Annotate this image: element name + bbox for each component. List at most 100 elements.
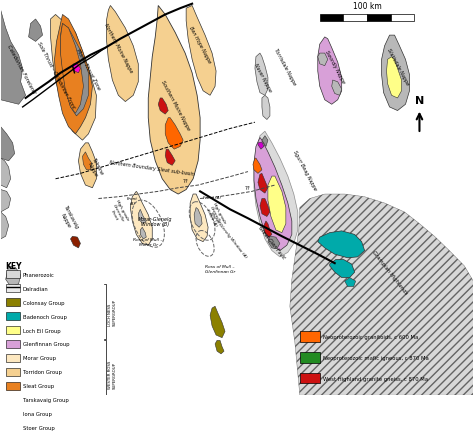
Polygon shape <box>28 20 43 42</box>
Text: Morar-Glenelg Window (A): Morar-Glenelg Window (A) <box>209 211 247 259</box>
Text: Tarskavaig
Nappe: Tarskavaig Nappe <box>57 205 80 233</box>
Text: Neoproterozoic granitoids, c 600 Ma: Neoproterozoic granitoids, c 600 Ma <box>323 335 418 339</box>
Bar <box>6 340 19 348</box>
Text: LOCH NESS
SUPERGROUP: LOCH NESS SUPERGROUP <box>109 298 117 325</box>
Text: Ross of Mull –
Glenfinnan Gr: Ross of Mull – Glenfinnan Gr <box>205 265 235 273</box>
Polygon shape <box>138 210 146 224</box>
Polygon shape <box>148 7 200 194</box>
Polygon shape <box>0 212 9 240</box>
Polygon shape <box>79 144 96 188</box>
Text: High-grade
Grenville
Front (A): High-grade Grenville Front (A) <box>203 201 227 229</box>
Polygon shape <box>258 143 264 150</box>
Polygon shape <box>73 65 81 74</box>
Polygon shape <box>165 150 175 166</box>
Text: Badenoch Group: Badenoch Group <box>23 314 66 319</box>
Text: Northern Moine Nappe: Northern Moine Nappe <box>103 23 134 74</box>
Bar <box>6 354 19 362</box>
Polygon shape <box>51 15 96 141</box>
Text: WESTER ROSS
SUPERGROUP: WESTER ROSS SUPERGROUP <box>109 360 117 389</box>
Bar <box>300 332 320 343</box>
Polygon shape <box>0 11 26 105</box>
Polygon shape <box>55 15 92 134</box>
Polygon shape <box>318 231 365 258</box>
Polygon shape <box>262 136 268 147</box>
Polygon shape <box>165 118 183 150</box>
Text: Loch Eil Group: Loch Eil Group <box>23 328 60 333</box>
Bar <box>6 382 19 390</box>
Text: Caledonian Foreland: Caledonian Foreland <box>6 44 36 94</box>
Polygon shape <box>268 237 280 249</box>
Polygon shape <box>387 57 401 99</box>
Text: Sole Thrust – Caledonian Front: Sole Thrust – Caledonian Front <box>36 41 75 110</box>
Text: Dalradian: Dalradian <box>23 286 48 291</box>
Bar <box>300 352 320 363</box>
Text: ??: ?? <box>245 186 251 191</box>
Text: Northern Boundary Sleat sub-basin: Northern Boundary Sleat sub-basin <box>109 159 195 176</box>
Text: Morar-Glenelg
Window (B): Morar-Glenelg Window (B) <box>138 216 173 227</box>
Text: Ross of Mull –
Morar Gr: Ross of Mull – Morar Gr <box>134 238 163 246</box>
Polygon shape <box>215 341 224 354</box>
Bar <box>6 312 19 321</box>
Bar <box>6 410 19 418</box>
Polygon shape <box>140 228 146 240</box>
Bar <box>6 326 19 334</box>
Text: Grampian Highlands: Grampian Highlands <box>371 250 408 295</box>
Polygon shape <box>190 194 208 242</box>
Polygon shape <box>382 36 410 111</box>
Polygon shape <box>6 266 21 287</box>
Polygon shape <box>268 177 286 233</box>
Text: Moine Thrust Zone: Moine Thrust Zone <box>75 48 101 91</box>
Text: Swordly Nappe: Swordly Nappe <box>324 49 346 84</box>
Text: Tarskavaig Group: Tarskavaig Group <box>23 397 68 402</box>
Polygon shape <box>61 25 89 117</box>
Bar <box>391 14 414 22</box>
Polygon shape <box>290 194 474 395</box>
Text: Stoer Group: Stoer Group <box>23 425 55 430</box>
Text: Torridon Group: Torridon Group <box>23 370 62 374</box>
Bar <box>6 368 19 376</box>
Text: Neoproterozoic mafic igneous, c 870 Ma: Neoproterozoic mafic igneous, c 870 Ma <box>323 355 428 360</box>
Text: Morar Group: Morar Group <box>23 356 55 360</box>
Polygon shape <box>332 81 342 96</box>
Polygon shape <box>61 25 83 114</box>
Text: Naver Nappe: Naver Nappe <box>253 63 273 93</box>
Text: West Highland granite gneiss, c 870 Ma: West Highland granite gneiss, c 870 Ma <box>323 376 428 381</box>
Text: Great Glen Fault: Great Glen Fault <box>257 225 286 259</box>
Text: Colonsay Group: Colonsay Group <box>23 300 64 305</box>
Polygon shape <box>130 192 152 246</box>
Text: Torrisdale Nappe: Torrisdale Nappe <box>273 47 297 86</box>
Bar <box>6 299 19 307</box>
Text: 100 km: 100 km <box>353 2 382 11</box>
Polygon shape <box>194 208 202 228</box>
Text: Front
(B): Front (B) <box>127 197 138 205</box>
Bar <box>6 396 19 404</box>
Polygon shape <box>318 38 342 105</box>
Text: Iona: Iona <box>7 273 18 278</box>
Polygon shape <box>71 237 81 248</box>
Polygon shape <box>258 174 268 194</box>
Text: Front (A): Front (A) <box>203 195 221 199</box>
Bar <box>344 14 367 22</box>
Polygon shape <box>254 138 292 251</box>
Text: Iona Group: Iona Group <box>23 411 52 416</box>
Text: KEY: KEY <box>6 262 22 271</box>
Polygon shape <box>255 54 268 96</box>
Bar <box>320 14 344 22</box>
Polygon shape <box>318 54 328 67</box>
Polygon shape <box>158 99 168 115</box>
Text: Slatisdale Nappe: Slatisdale Nappe <box>386 47 410 86</box>
Polygon shape <box>253 159 262 174</box>
Text: N: N <box>415 96 424 106</box>
Polygon shape <box>262 96 270 120</box>
Text: Phanerozoic: Phanerozoic <box>23 272 55 277</box>
Text: Sgurr Beag Nappe: Sgurr Beag Nappe <box>292 149 318 191</box>
Polygon shape <box>106 7 138 102</box>
Bar <box>367 14 391 22</box>
Bar <box>300 373 320 384</box>
Text: Glenfinnan Group: Glenfinnan Group <box>23 342 69 347</box>
Polygon shape <box>345 278 356 287</box>
Polygon shape <box>82 152 91 170</box>
Text: High-grade
Grenville
Front: High-grade Grenville Front <box>107 199 130 226</box>
Polygon shape <box>254 132 298 257</box>
Polygon shape <box>330 260 355 278</box>
